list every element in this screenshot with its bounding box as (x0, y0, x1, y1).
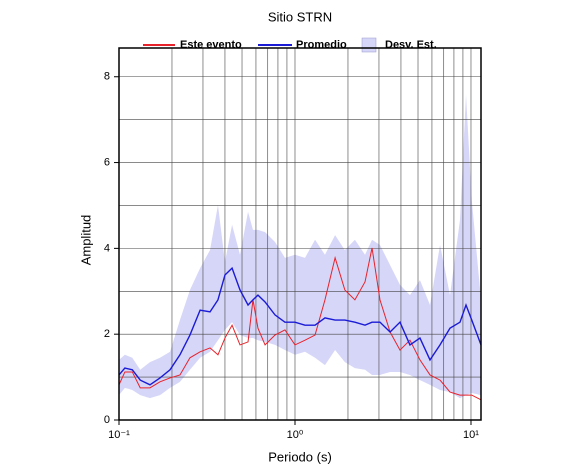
legend-label: Este evento (180, 39, 242, 51)
y-tick-label: 4 (104, 242, 110, 254)
x-tick-label: 10⁰ (287, 429, 304, 441)
y-tick-label: 0 (104, 414, 110, 426)
y-axis-label: Amplitud (78, 215, 93, 266)
y-tick-label: 6 (104, 156, 110, 168)
legend-label: Desv. Est. (385, 39, 437, 51)
series-line (118, 247, 482, 401)
legend: Este evento Promedio Desv. Est. (143, 37, 437, 53)
legend-swatch (361, 37, 377, 53)
y-tick-label: 2 (104, 328, 110, 340)
chart-title: Sitio STRN (268, 9, 332, 24)
plot-frame (118, 47, 482, 421)
x-axis-label: Periodo (s) (268, 449, 332, 464)
y-tick-label: 8 (104, 71, 110, 83)
std-band (119, 94, 481, 399)
series-line (118, 266, 482, 386)
x-tick-label: 10⁻¹ (108, 429, 130, 441)
legend-label: Promedio (296, 39, 347, 51)
x-tick-label: 10¹ (463, 429, 479, 441)
